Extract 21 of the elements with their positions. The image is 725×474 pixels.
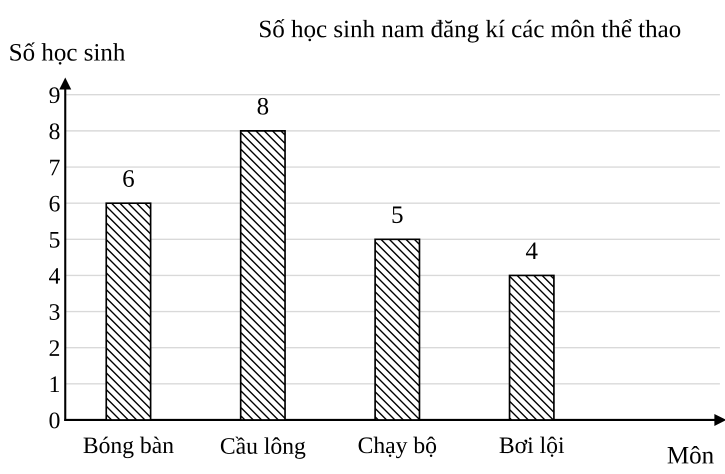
y-tick-label: 3	[50, 304, 60, 320]
y-tick-label: 2	[50, 340, 60, 356]
chart-title: Số học sinh nam đăng kí các môn thể thao	[260, 19, 680, 43]
y-tick-label: 5	[50, 232, 60, 248]
x-tick-label: Chạy bộ	[358, 436, 436, 458]
y-tick-label: 4	[49, 268, 60, 284]
y-tick-label: 8	[49, 123, 60, 140]
data-label: 4	[526, 242, 538, 259]
y-tick-label: 9	[49, 87, 60, 104]
y-axis-title: Số học sinh	[10, 42, 126, 65]
x-tick-label: Bơi lội	[500, 436, 564, 457]
y-tick-label: 1	[50, 376, 59, 392]
x-tick-label: Bóng bàn	[84, 436, 174, 458]
y-tick-label: 7	[50, 160, 60, 176]
y-tick-label: 0	[49, 412, 60, 428]
data-label: 5	[392, 206, 403, 224]
x-tick-label: Cầu lông	[220, 436, 306, 459]
data-label: 6	[123, 170, 134, 187]
y-tick-label: 6	[50, 196, 60, 212]
data-label: 8	[258, 98, 268, 115]
x-axis-title: Môn	[668, 446, 714, 464]
